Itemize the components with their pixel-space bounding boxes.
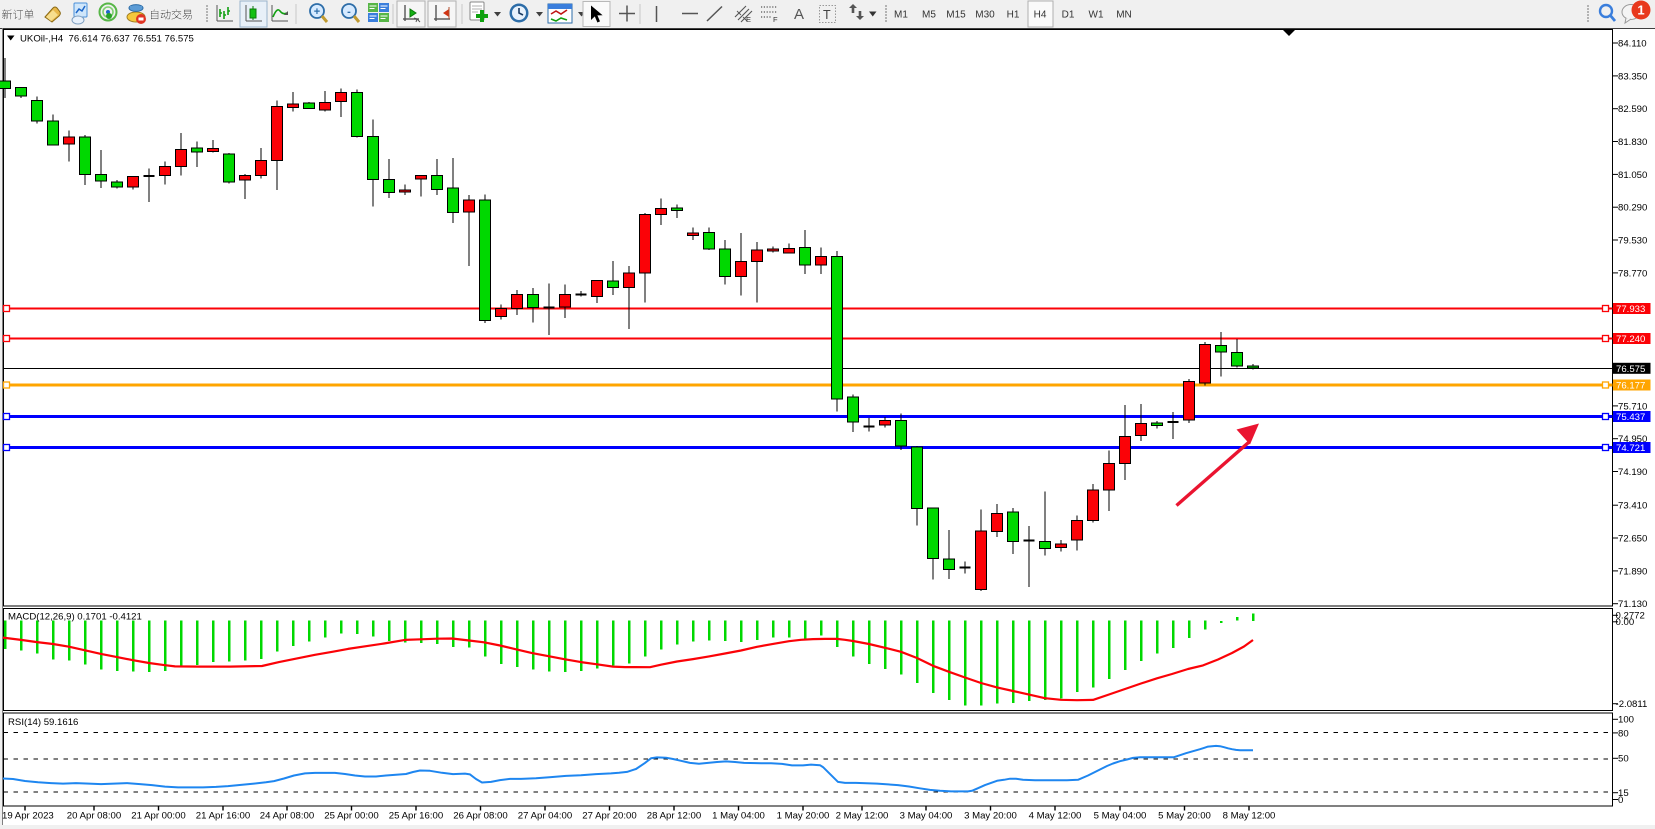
svg-text:20 Apr 08:00: 20 Apr 08:00 [67,811,121,822]
svg-text:T: T [823,8,831,22]
svg-text:71.890: 71.890 [1618,566,1647,577]
svg-text:19 Apr 2023: 19 Apr 2023 [2,811,54,822]
svg-text:MN: MN [1116,10,1132,21]
svg-text:0.2772: 0.2772 [1616,611,1645,622]
svg-text:25 Apr 00:00: 25 Apr 00:00 [324,811,378,822]
svg-text:76.177: 76.177 [1616,381,1645,392]
svg-text:1 May 04:00: 1 May 04:00 [712,811,765,822]
svg-text:74.190: 74.190 [1618,467,1647,478]
svg-text:F: F [773,15,778,24]
svg-text:D1: D1 [1062,10,1075,21]
svg-text:81.830: 81.830 [1618,137,1647,148]
svg-text:78.770: 78.770 [1618,268,1647,279]
svg-text:75.437: 75.437 [1616,412,1645,423]
svg-text:5 May 20:00: 5 May 20:00 [1158,811,1211,822]
svg-text:H4: H4 [1034,10,1047,21]
svg-text:24 Apr 08:00: 24 Apr 08:00 [260,811,314,822]
svg-text:72.650: 72.650 [1618,533,1647,544]
svg-text:77.933: 77.933 [1616,304,1645,315]
svg-text:M30: M30 [975,10,995,21]
svg-text:27 Apr 04:00: 27 Apr 04:00 [518,811,572,822]
svg-text:M5: M5 [922,10,936,21]
svg-text:-: - [347,6,351,18]
svg-text:H1: H1 [1007,10,1020,21]
svg-text:2 May 12:00: 2 May 12:00 [836,811,889,822]
svg-text:79.530: 79.530 [1618,235,1647,246]
svg-text:1: 1 [1637,3,1644,18]
svg-text:74.721: 74.721 [1616,443,1645,454]
svg-text:15: 15 [1618,788,1629,799]
svg-text:21 Apr 00:00: 21 Apr 00:00 [131,811,185,822]
svg-text:27 Apr 20:00: 27 Apr 20:00 [582,811,636,822]
svg-text:100: 100 [1618,715,1634,726]
svg-text:80: 80 [1618,728,1629,739]
svg-text:74.950: 74.950 [1618,434,1647,445]
svg-text:82.590: 82.590 [1618,104,1647,115]
svg-text:50: 50 [1618,754,1629,765]
svg-text:84.110: 84.110 [1618,38,1647,49]
svg-text:W1: W1 [1089,10,1104,21]
svg-text:5 May 04:00: 5 May 04:00 [1094,811,1147,822]
svg-text:83.350: 83.350 [1618,71,1647,82]
svg-text:73.410: 73.410 [1618,501,1647,512]
svg-text:25 Apr 16:00: 25 Apr 16:00 [389,811,443,822]
svg-text:M15: M15 [946,10,966,21]
svg-text:21 Apr 16:00: 21 Apr 16:00 [196,811,250,822]
svg-text:+: + [314,6,320,18]
svg-text:8 May 12:00: 8 May 12:00 [1223,811,1276,822]
svg-text:UKOil-,H4 76.614 76.637 76.55: UKOil-,H4 76.614 76.637 76.551 76.575 [20,34,194,45]
svg-text:3 May 04:00: 3 May 04:00 [900,811,953,822]
svg-text:0.00: 0.00 [1616,617,1635,628]
svg-text:A: A [794,6,804,23]
svg-text:M1: M1 [894,10,908,21]
svg-text:1 May 20:00: 1 May 20:00 [777,811,830,822]
svg-text:E: E [746,15,751,24]
svg-text:76.575: 76.575 [1616,364,1645,375]
svg-text:26 Apr 08:00: 26 Apr 08:00 [453,811,507,822]
svg-text:-2.0811: -2.0811 [1616,699,1648,710]
svg-text:80.290: 80.290 [1618,203,1647,214]
svg-text:75.710: 75.710 [1618,401,1647,412]
svg-text:0: 0 [1618,795,1623,806]
svg-text:MACD(12,26,9) 0.1701 -0.4121: MACD(12,26,9) 0.1701 -0.4121 [8,612,142,623]
svg-text:3 May 20:00: 3 May 20:00 [964,811,1017,822]
svg-text:81.050: 81.050 [1618,170,1647,181]
svg-text:28 Apr 12:00: 28 Apr 12:00 [647,811,701,822]
svg-text:77.240: 77.240 [1616,334,1645,345]
svg-text:RSI(14) 59.1616: RSI(14) 59.1616 [8,717,78,728]
svg-text:4 May 12:00: 4 May 12:00 [1029,811,1082,822]
svg-text:71.130: 71.130 [1618,599,1647,610]
